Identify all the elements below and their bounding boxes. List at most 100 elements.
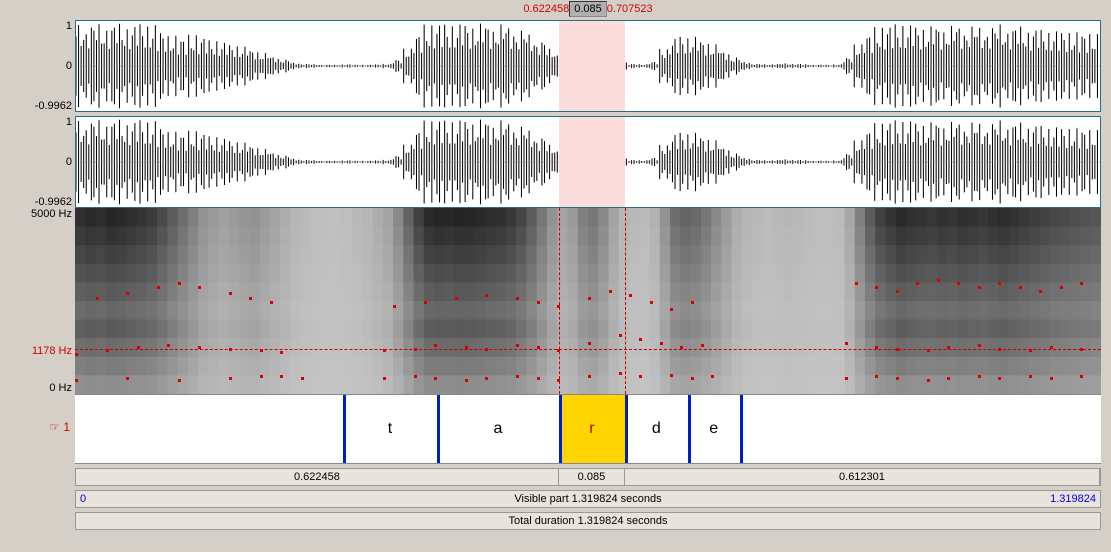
formant-point [383, 377, 386, 380]
formant-point [485, 294, 488, 297]
formant-point [424, 301, 427, 304]
formant-point [126, 377, 129, 380]
tier-pointer-icon: ☞ [49, 420, 60, 434]
tier-boundary[interactable] [625, 395, 628, 463]
formant-point [629, 294, 632, 297]
formant-point [434, 377, 437, 380]
formant-point [670, 374, 673, 377]
formant-point [198, 346, 201, 349]
tier-segment[interactable]: a [437, 395, 559, 463]
formant-point [557, 305, 560, 308]
formant-point [639, 375, 642, 378]
tier-boundary[interactable] [559, 395, 562, 463]
waveform1-axis-top: 1 [0, 20, 75, 32]
formant-point [198, 286, 201, 289]
formant-point [280, 375, 283, 378]
formant-point [691, 377, 694, 380]
formant-point [619, 334, 622, 337]
formant-point [260, 349, 263, 352]
formant-point [414, 348, 417, 351]
formant-point [875, 346, 878, 349]
formant-point [537, 346, 540, 349]
formant-point [855, 282, 858, 285]
tier-boundary[interactable] [437, 395, 440, 463]
formant-point [1029, 349, 1032, 352]
formant-point [126, 292, 129, 295]
waveform2-axis-bottom: -0.9962 [0, 196, 75, 208]
selection-timebar[interactable]: 0.6224580.0850.612301 [75, 468, 1101, 486]
tier-boundary[interactable] [740, 395, 743, 463]
formant-point [588, 297, 591, 300]
formant-point [998, 282, 1001, 285]
tier-segment[interactable]: e [688, 395, 740, 463]
formant-point [137, 346, 140, 349]
formant-point [619, 372, 622, 375]
tier-number: 1 [63, 420, 70, 434]
selection-right-edge[interactable] [625, 208, 626, 394]
tier-segment[interactable]: t [343, 395, 437, 463]
formant-point [75, 379, 78, 382]
formant-point [260, 375, 263, 378]
formant-point [896, 290, 899, 293]
waveform-channel-2[interactable] [75, 116, 1101, 208]
formant-point [465, 346, 468, 349]
timebar-section[interactable]: 0.622458 [76, 469, 559, 485]
formant-point [927, 349, 930, 352]
formant-point [249, 297, 252, 300]
formant-point [178, 282, 181, 285]
formant-point [1080, 282, 1083, 285]
formant-point [229, 292, 232, 295]
formant-point [588, 375, 591, 378]
tier-boundary[interactable] [343, 395, 346, 463]
timebar-section[interactable]: 0.085 [559, 469, 625, 485]
visible-part-label: Visible part 1.319824 seconds [76, 493, 1100, 505]
formant-point [537, 301, 540, 304]
visible-end: 1.319824 [1050, 493, 1096, 505]
formant-point [896, 348, 899, 351]
formant-point [485, 348, 488, 351]
formant-point [845, 377, 848, 380]
formant-point [229, 348, 232, 351]
timebar-section[interactable]: 0.612301 [625, 469, 1100, 485]
selection-end-time: 0.707523 [607, 3, 653, 15]
selection-region [559, 21, 625, 111]
formant-point [1039, 290, 1042, 293]
formant-point [465, 379, 468, 382]
spectrogram-axis-bottom: 0 Hz [0, 382, 75, 394]
formant-point [270, 301, 273, 304]
waveform-channel-1[interactable] [75, 20, 1101, 112]
formant-point [537, 377, 540, 380]
selection-left-edge[interactable] [559, 208, 560, 394]
waveform1-axis-bottom: -0.9962 [0, 100, 75, 112]
formant-point [178, 379, 181, 382]
formant-point [516, 344, 519, 347]
total-duration-bar[interactable]: Total duration 1.319824 seconds [75, 512, 1101, 530]
tier-segment[interactable]: r [559, 395, 625, 463]
formant-point [937, 279, 940, 282]
visible-part-bar[interactable]: 0 Visible part 1.319824 seconds 1.319824 [75, 490, 1101, 508]
praat-editor-window: 0.622458 0.085 0.707523 1 0 -0.9962 1 0 … [0, 0, 1111, 552]
formant-point [1080, 348, 1083, 351]
tier-label: ☞ 1 [0, 420, 75, 434]
formant-point [1050, 346, 1053, 349]
total-duration-label: Total duration 1.319824 seconds [76, 515, 1100, 527]
formant-point [1080, 375, 1083, 378]
tier-segment[interactable]: d [625, 395, 687, 463]
formant-point [557, 349, 560, 352]
formant-point [96, 297, 99, 300]
formant-point [434, 344, 437, 347]
formant-point [957, 282, 960, 285]
formant-point [845, 342, 848, 345]
formant-point [711, 375, 714, 378]
formant-point [650, 301, 653, 304]
tier-boundary[interactable] [688, 395, 691, 463]
formant-point [670, 308, 673, 311]
formant-point [383, 349, 386, 352]
formant-point [301, 377, 304, 380]
annotation-tier[interactable]: tarde [75, 394, 1101, 464]
formant-point [167, 344, 170, 347]
formant-point [229, 377, 232, 380]
spectrogram-panel[interactable] [75, 208, 1101, 394]
formant-point [947, 346, 950, 349]
formant-point [1019, 286, 1022, 289]
